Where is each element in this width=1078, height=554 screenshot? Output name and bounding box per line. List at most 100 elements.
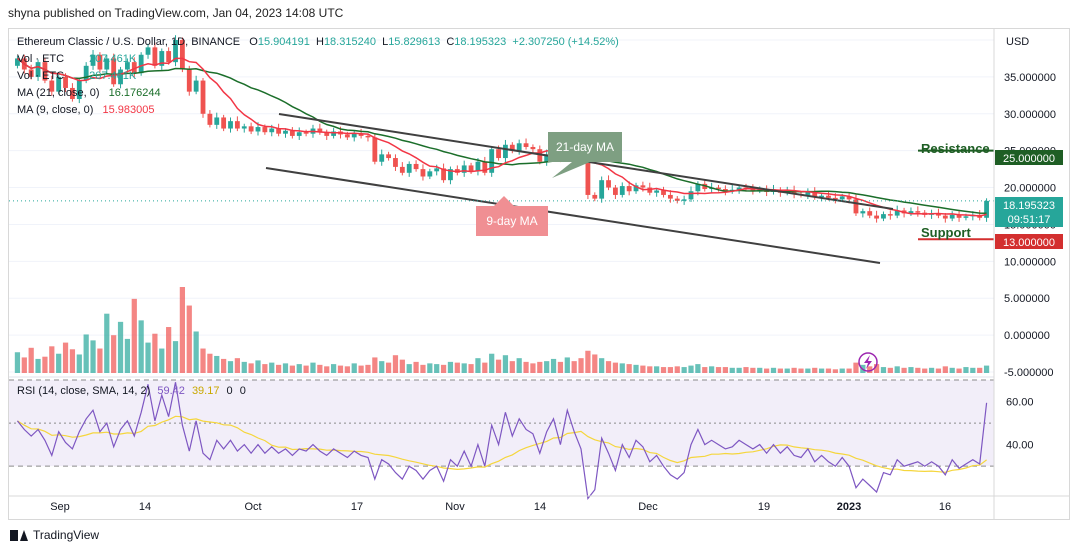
candle-body (530, 146, 536, 150)
volume-bar (867, 366, 873, 373)
candle-body (269, 128, 275, 133)
vol1-value: 207.461K (89, 53, 137, 65)
volume-bar (592, 354, 598, 373)
volume-bar (963, 367, 969, 373)
volume-bar (791, 367, 797, 373)
volume-bar (90, 340, 96, 373)
volume-bar (935, 368, 942, 373)
x-tick-label: 14 (534, 501, 546, 513)
c-label: C (446, 36, 455, 48)
support-price-tag (995, 234, 1063, 249)
candle-body (406, 163, 412, 173)
volume-bar (777, 368, 783, 373)
candle-body (221, 117, 227, 129)
footer-brand: TradingView (33, 528, 100, 542)
candle-body (942, 215, 948, 219)
volume-bar (798, 368, 804, 373)
volume-bar (695, 364, 701, 373)
x-tick-label: 17 (351, 501, 363, 513)
h-label: H (315, 36, 324, 48)
candle-body (819, 195, 825, 198)
candle-body (296, 132, 302, 136)
candle-body (523, 143, 529, 147)
currency-label: USD (1006, 36, 1029, 48)
volume-bar (385, 362, 392, 373)
volume-bar (159, 348, 165, 373)
candle-body (324, 132, 330, 136)
volume-bar (262, 364, 268, 373)
volume-bar (117, 321, 124, 373)
candle-body (200, 80, 206, 114)
volume-bar (812, 367, 818, 373)
candle-body (303, 132, 309, 134)
candle-body (681, 199, 687, 201)
candle-body (351, 133, 357, 138)
candle-body (908, 211, 914, 214)
candle-body (420, 169, 426, 177)
channel-lower (265, 167, 881, 264)
volume-bar (399, 359, 405, 373)
candle-body (214, 117, 220, 125)
volume-bar (977, 367, 983, 373)
volume-bar (447, 361, 454, 373)
countdown-value: 09:51:17 (1008, 214, 1051, 226)
volume-bar (269, 362, 275, 373)
candle-body (860, 211, 866, 214)
candle-body (812, 191, 818, 198)
volume-bar (949, 367, 955, 373)
volume-bar (743, 367, 749, 373)
candle-body (963, 216, 969, 218)
candle-body (894, 210, 900, 216)
volume-bar (702, 367, 708, 373)
volume-bar (49, 346, 55, 373)
candle-body (826, 195, 831, 198)
volume-bar (880, 367, 887, 373)
volume-bar (894, 366, 900, 373)
candle-body (35, 62, 41, 77)
volume-bar (908, 367, 914, 373)
tradingview-logo-icon (10, 529, 28, 541)
candle-body (358, 133, 364, 136)
volume-bar (14, 352, 21, 373)
x-tick-label: 14 (139, 501, 151, 513)
volume-bar (392, 355, 399, 373)
c-value: 18.195323 (454, 36, 507, 48)
resistance-label: Resistance (921, 141, 990, 156)
volume-bar (605, 361, 612, 373)
candle-body (186, 69, 192, 92)
volume-bar (853, 362, 859, 373)
candle-body (654, 190, 660, 193)
candle-body (173, 40, 178, 63)
volume-bars (14, 287, 990, 373)
volume-bar (440, 364, 447, 373)
x-tick-label: Dec (638, 501, 658, 513)
volume-bar (633, 364, 639, 373)
candle-body (716, 187, 721, 190)
candle-body (613, 187, 618, 195)
candle-body (159, 51, 165, 66)
volume-bar (179, 287, 186, 373)
candle-body (111, 58, 117, 85)
volume-bar (928, 367, 935, 373)
candle-body (104, 58, 110, 70)
volume-bar (317, 364, 323, 373)
volume-bar (475, 358, 481, 373)
candle-body (606, 180, 611, 188)
y-tick-label: 20.000000 (1004, 183, 1056, 195)
rsi-tick-label: 60.00 (1006, 397, 1034, 409)
candle-body (283, 130, 288, 134)
volume-bar (557, 361, 564, 373)
volume-bar (887, 367, 893, 373)
volume-bar (757, 367, 763, 373)
callouts: 25.000000 18.195323 09:51:17 13.000000 Resis… (476, 132, 1063, 372)
volume-bar (482, 362, 488, 373)
candle-body (489, 149, 495, 173)
volume-bar (97, 348, 103, 373)
lightning-bolt-icon (864, 355, 872, 369)
legend-rsi: RSI (14, close, SMA, 14, 2) 59.42 39.17 … (17, 385, 246, 397)
candle-body (791, 190, 797, 195)
candle-body (152, 47, 158, 66)
candle-body (853, 199, 859, 214)
candle-body (179, 40, 185, 70)
